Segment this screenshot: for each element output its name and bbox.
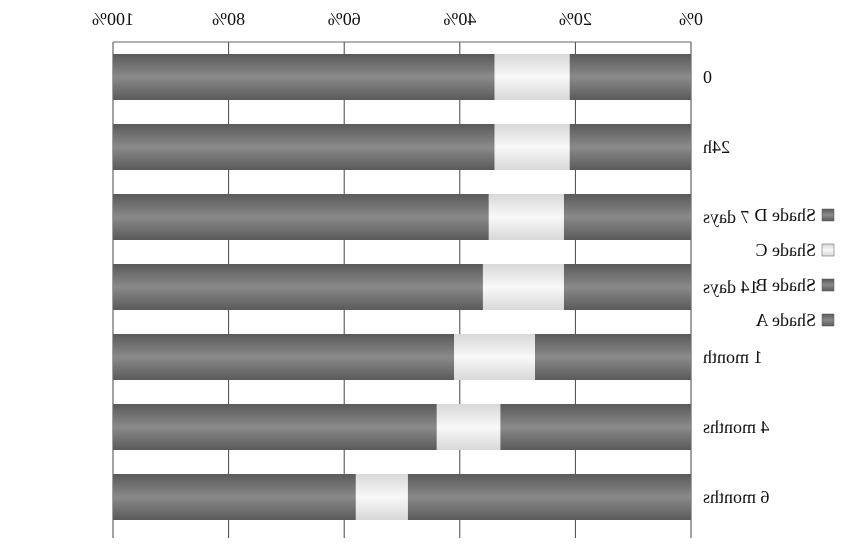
category-label: 24h [703,137,730,157]
x-tick-label: 20% [559,9,592,29]
bars [113,54,691,520]
category-label: 4 months [703,417,770,437]
legend-swatch [821,278,835,292]
category-label: 0 [703,67,712,87]
bar-segment-shade-a [534,334,691,380]
legend-swatch [821,243,835,257]
bar-segment-shade-c [355,474,408,520]
bar-segment-shade-d [113,404,437,450]
bar-segment-shade-a [407,474,691,520]
legend-swatch [821,313,835,327]
legend-swatch [821,208,835,222]
legend: Shade D Shade C Shade B Shade A [755,205,835,330]
bar-segment-shade-a [500,404,691,450]
bar-segment-shade-c [494,54,570,100]
category-label: 1 month [703,347,763,367]
bar-segment-shade-a [563,194,691,240]
x-tick-label: 60% [328,9,361,29]
legend-label: Shade A [756,310,817,330]
category-label: 14 days [703,277,759,297]
category-label: 6 months [703,487,770,507]
bar-segment-shade-d [113,124,495,170]
bar-segment-shade-c [488,194,564,240]
x-tick-label: 80% [212,9,245,29]
axes: 0% 20% 40% 60% 80% 100% 0 24h 7 days 14 days 1 mon… [92,9,770,507]
bar-segment-shade-d [113,474,356,520]
bar-segment-shade-d [113,54,495,100]
legend-label: Shade C [756,240,817,260]
legend-label: Shade B [756,275,817,295]
bar-segment-shade-a [569,54,691,100]
category-label: 7 days [703,207,750,227]
bar-segment-shade-c [454,334,535,380]
bar-segment-shade-d [113,334,455,380]
bar-segment-shade-c [494,124,570,170]
x-tick-label: 40% [443,9,476,29]
legend-label: Shade D [755,205,817,225]
x-tick-label: 100% [92,9,134,29]
bar-segment-shade-d [113,194,489,240]
bar-segment-shade-a [563,264,691,310]
bar-segment-shade-c [436,404,501,450]
bar-segment-shade-d [113,264,483,310]
bar-segment-shade-c [482,264,564,310]
bar-segment-shade-a [569,124,691,170]
x-tick-label: 0% [679,9,703,29]
